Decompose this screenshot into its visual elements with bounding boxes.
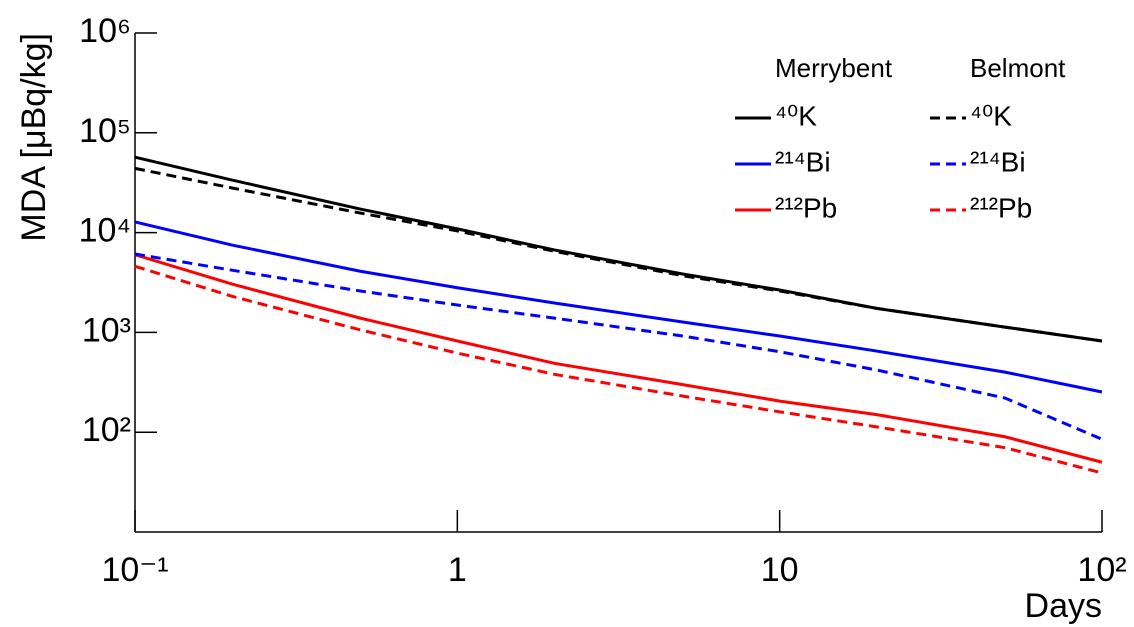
- y-tick-label: 10⁴: [79, 212, 131, 250]
- y-tick-label: 10²: [82, 411, 131, 449]
- y-tick-label: 10⁵: [79, 112, 131, 150]
- legend-group-title: Merrybent: [775, 53, 893, 83]
- y-tick-label: 10⁶: [79, 12, 131, 50]
- legend-label: ²¹⁴Bi: [970, 146, 1026, 177]
- y-axis-label: MDA [μBq/kg]: [15, 33, 53, 242]
- x-tick-label: 10⁻¹: [101, 551, 168, 589]
- line: [134, 252, 1103, 441]
- x-axis-label: Days: [1025, 587, 1102, 625]
- legend-label: ²¹²Pb: [775, 192, 837, 223]
- legend-label: ⁴⁰K: [775, 100, 817, 131]
- legend-label: ⁴⁰K: [970, 100, 1012, 131]
- x-tick-label: 10: [761, 551, 799, 589]
- legend-group-title: Belmont: [970, 53, 1066, 83]
- legend-label: ²¹²Pb: [970, 192, 1032, 223]
- x-tick-label: 1: [448, 551, 467, 589]
- x-tick-label: 10²: [1077, 551, 1126, 589]
- line: [134, 264, 1103, 475]
- line: [134, 253, 1103, 464]
- line: [134, 220, 1103, 394]
- y-tick-label: 10³: [82, 311, 131, 349]
- legend-label: ²¹⁴Bi: [775, 146, 831, 177]
- line: [134, 166, 1103, 343]
